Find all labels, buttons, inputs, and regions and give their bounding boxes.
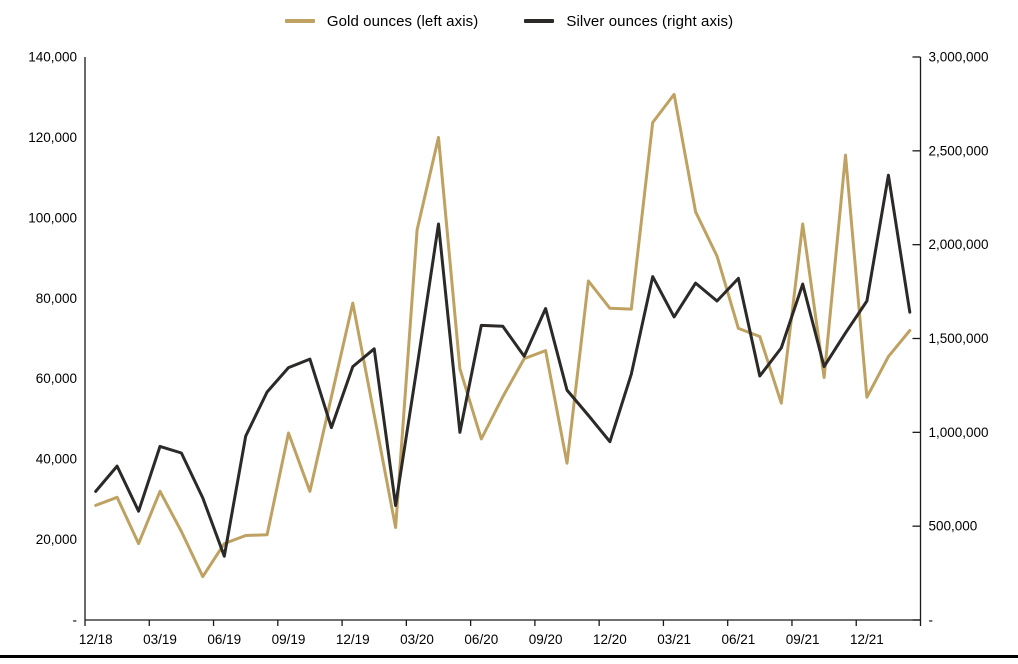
legend-item-silver: Silver ounces (right axis)	[524, 13, 733, 30]
legend-item-gold: Gold ounces (left axis)	[284, 12, 479, 30]
left-axis-label: 60,000	[36, 371, 77, 386]
x-axis-label: 06/20	[464, 632, 498, 647]
right-axis-label: 1,000,000	[929, 425, 989, 440]
x-axis-label: 12/19	[336, 632, 370, 647]
right-axis-label: 2,500,000	[929, 143, 989, 158]
gold-ounces-line	[94, 92, 912, 579]
right-axis-label: 2,000,000	[929, 237, 989, 252]
right-axis-label: 1,500,000	[929, 331, 989, 346]
chart-legend: Gold ounces (left axis) Silver ounces (r…	[0, 6, 1018, 36]
left-axis-label: 40,000	[36, 452, 77, 467]
x-axis-label: 09/20	[529, 632, 563, 647]
left-axis-label: -	[73, 613, 78, 628]
silver-ounces-line	[94, 173, 912, 558]
legend-label-gold: Gold ounces (left axis)	[326, 12, 479, 30]
x-axis-label: 12/20	[593, 632, 627, 647]
left-axis-label: 20,000	[36, 532, 77, 547]
x-axis-label: 12/18	[79, 632, 113, 647]
left-axis-label: 100,000	[28, 210, 77, 225]
right-axis-label: 3,000,000	[929, 50, 989, 65]
gold-line-swatch-icon	[284, 19, 315, 23]
silver-line-swatch-icon	[524, 19, 555, 23]
x-axis-label: 09/19	[272, 632, 306, 647]
x-axis-label: 09/21	[786, 632, 820, 647]
right-axis-label: -	[929, 613, 934, 628]
bottom-divider	[0, 655, 1018, 658]
left-axis-label: 80,000	[36, 291, 77, 306]
legend-label-silver: Silver ounces (right axis)	[566, 12, 734, 30]
x-axis-label: 06/19	[207, 632, 241, 647]
left-axis-label: 140,000	[28, 50, 77, 65]
right-axis-label: 500,000	[929, 519, 978, 534]
left-axis-label: 120,000	[28, 130, 77, 145]
x-axis-label: 12/21	[850, 632, 884, 647]
x-axis-label: 03/19	[143, 632, 177, 647]
x-axis-label: 06/21	[722, 632, 756, 647]
x-axis-label: 03/21	[657, 632, 691, 647]
x-axis-label: 03/20	[400, 632, 434, 647]
